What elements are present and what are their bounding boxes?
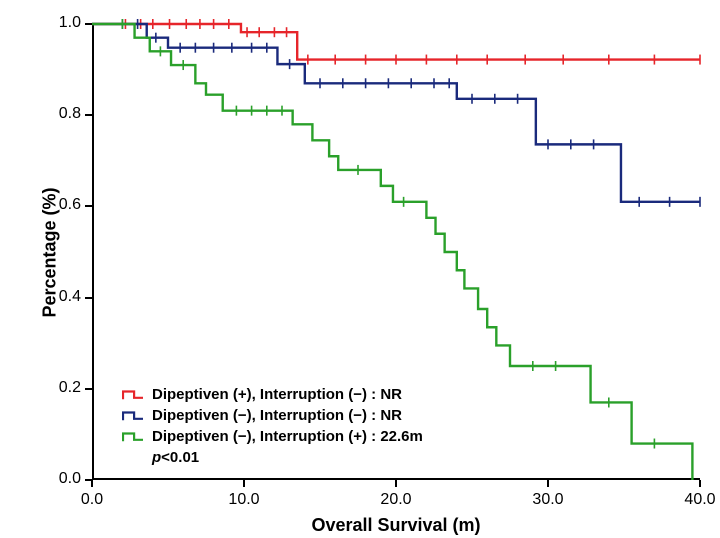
y-tick-label: 1.0	[41, 14, 81, 32]
y-tick-label: 0.4	[41, 288, 81, 306]
legend-row: Dipeptiven (−), Interruption (−) : NR	[122, 407, 423, 424]
y-tick	[85, 388, 92, 390]
legend-label: Dipeptiven (−), Interruption (−) : NR	[152, 407, 402, 424]
p-value: <0.01	[161, 449, 199, 466]
x-tick-label: 40.0	[670, 491, 720, 509]
legend-swatch-icon	[122, 388, 144, 402]
x-tick	[243, 480, 245, 487]
legend-label: Dipeptiven (+), Interruption (−) : NR	[152, 386, 402, 403]
y-tick-label: 0.2	[41, 379, 81, 397]
x-tick	[395, 480, 397, 487]
x-tick	[91, 480, 93, 487]
legend-label: Dipeptiven (−), Interruption (+) : 22.6m	[152, 428, 423, 445]
p-value-label: p	[152, 449, 161, 466]
x-tick	[547, 480, 549, 487]
y-tick	[85, 479, 92, 481]
legend: Dipeptiven (+), Interruption (−) : NR Dip…	[122, 386, 423, 470]
x-tick	[699, 480, 701, 487]
x-tick-label: 20.0	[366, 491, 426, 509]
legend-swatch-icon	[122, 409, 144, 423]
y-tick	[85, 297, 92, 299]
y-tick-label: 0.8	[41, 105, 81, 123]
y-tick	[85, 205, 92, 207]
legend-pvalue: p <0.01	[152, 449, 423, 466]
y-tick	[85, 23, 92, 25]
legend-row: Dipeptiven (+), Interruption (−) : NR	[122, 386, 423, 403]
y-tick	[85, 114, 92, 116]
legend-swatch-icon	[122, 430, 144, 444]
km-chart: Percentage (%) Overall Survival (m) Dipe…	[0, 0, 720, 538]
y-tick-label: 0.6	[41, 196, 81, 214]
x-axis-label: Overall Survival (m)	[296, 515, 496, 536]
y-tick-label: 0.0	[41, 470, 81, 488]
x-tick-label: 30.0	[518, 491, 578, 509]
legend-row: Dipeptiven (−), Interruption (+) : 22.6m	[122, 428, 423, 445]
x-tick-label: 10.0	[214, 491, 274, 509]
x-tick-label: 0.0	[62, 491, 122, 509]
